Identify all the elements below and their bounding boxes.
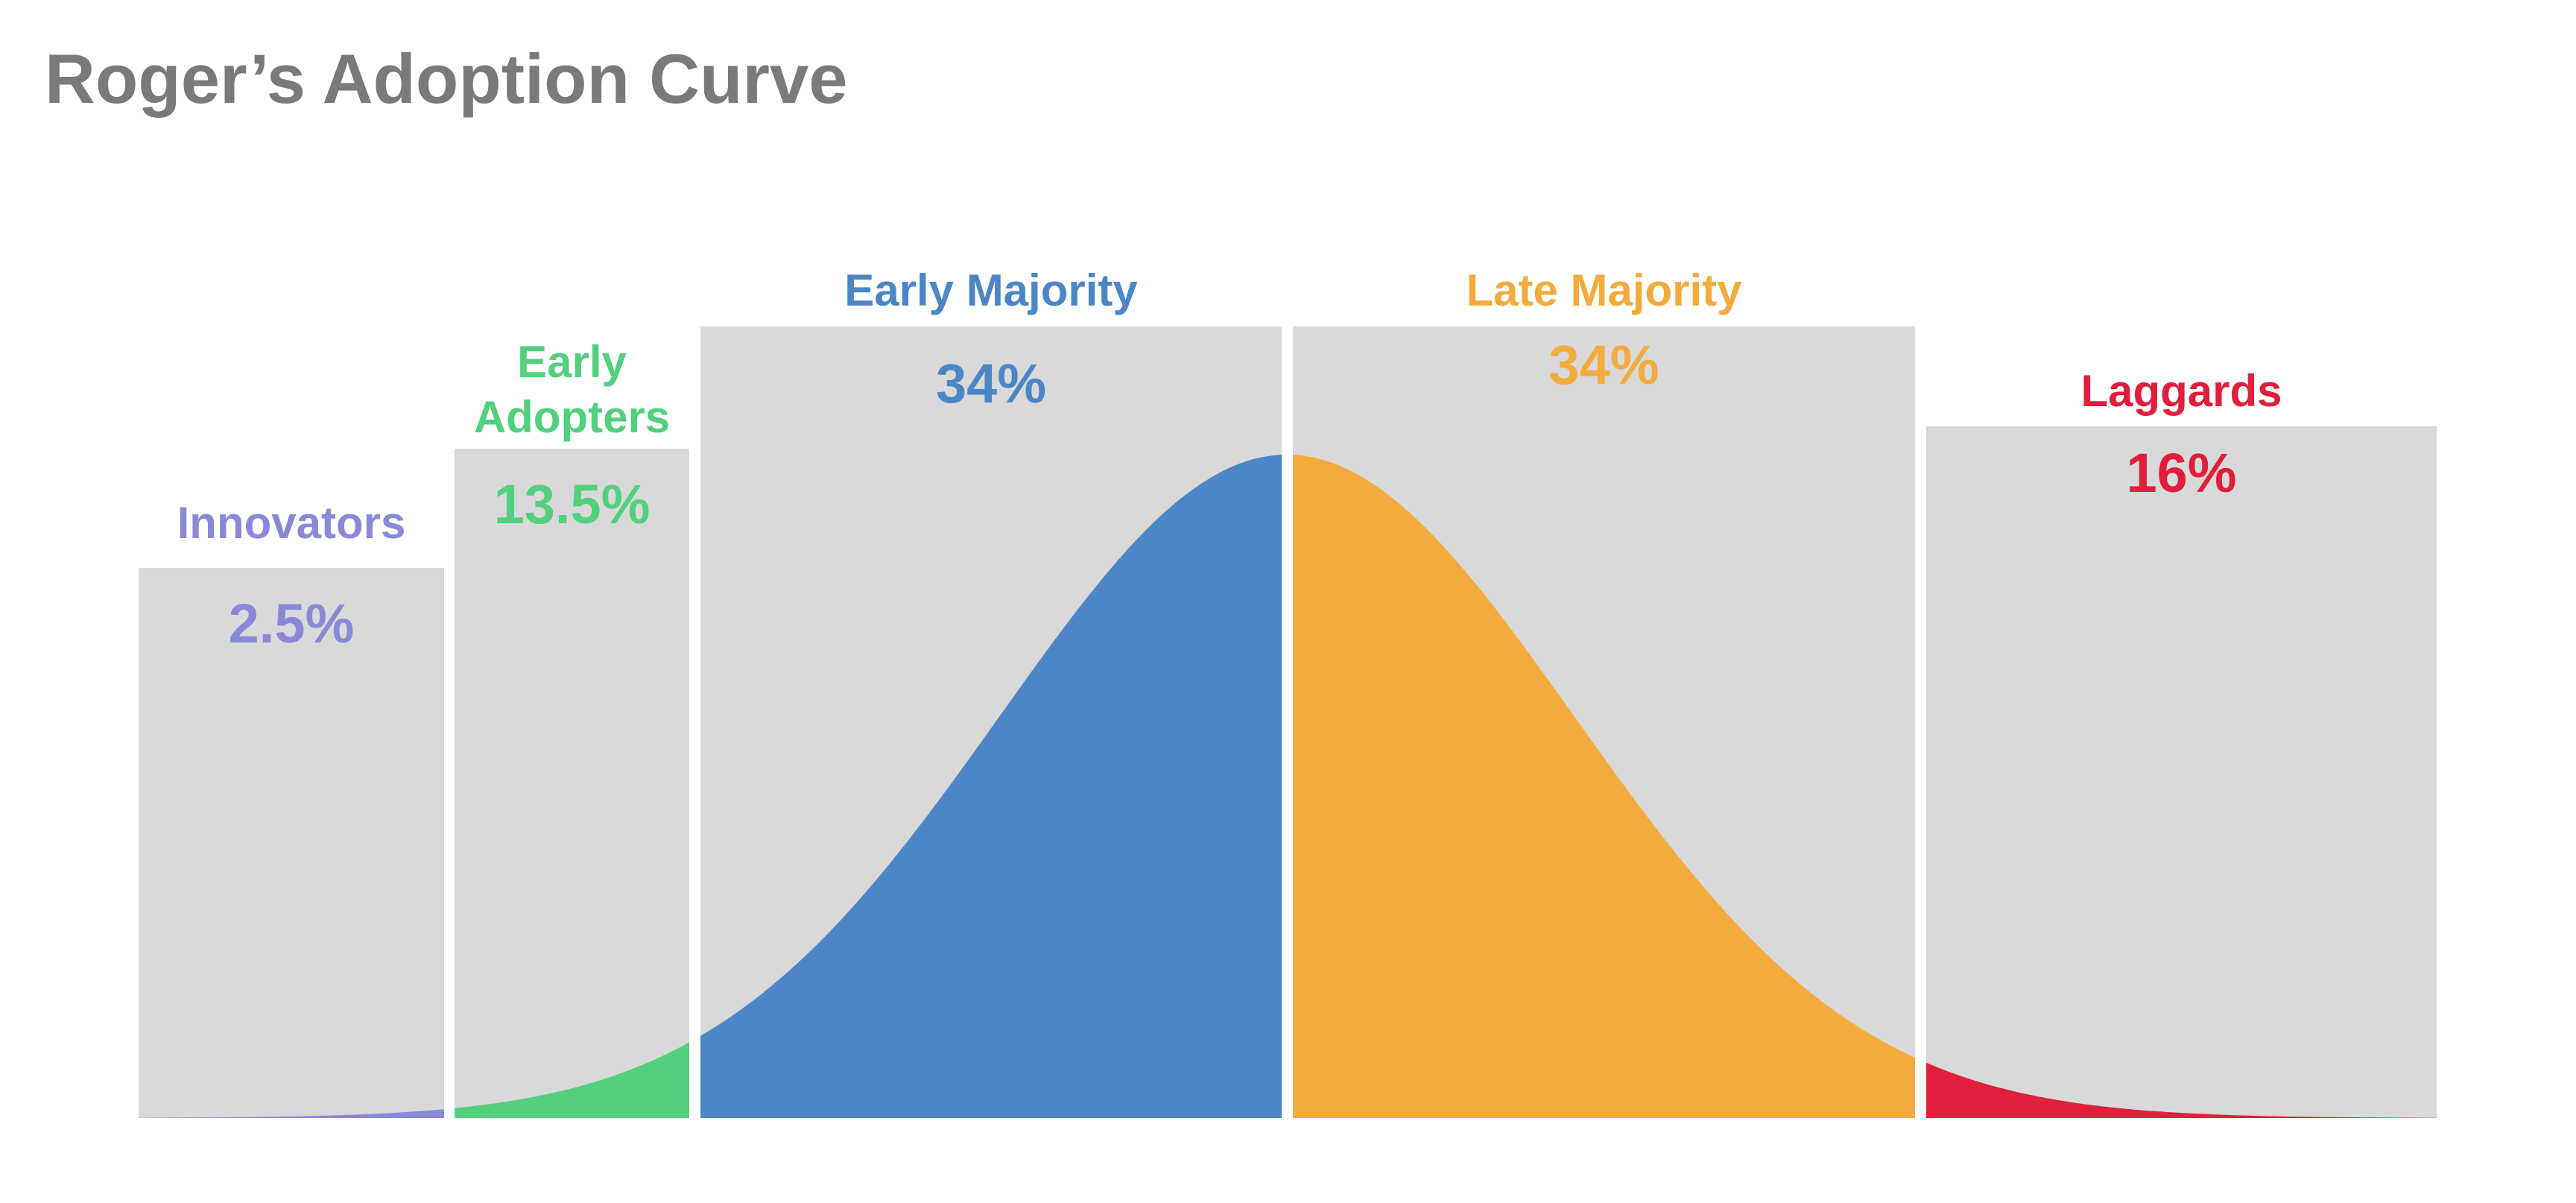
segment-panels [139,326,2437,1118]
area-early-majority [700,455,1282,1118]
panel-laggards [1926,426,2437,1118]
value-laggards: 16% [2126,442,2236,504]
value-late-majority: 34% [1548,334,1659,396]
label-early-majority-line-1: Early Majority [844,265,1138,315]
label-early-adopters-line-2: Adopters [474,392,670,442]
label-early-adopters-line-1: Early [517,337,627,387]
area-innovators [139,1109,444,1118]
value-innovators: 2.5% [229,593,355,654]
label-laggards-line-1: Laggards [2080,366,2282,416]
chart-title: Roger’s Adoption Curve [45,40,848,118]
area-late-majority [1293,455,1915,1118]
panel-early-adopters [455,449,689,1118]
label-innovators-line-1: Innovators [177,498,406,548]
panel-innovators [139,568,444,1118]
value-early-majority: 34% [936,353,1046,414]
curve-areas [139,455,2437,1118]
label-late-majority-line-1: Late Majority [1466,265,1742,315]
area-laggards [1926,1062,2437,1118]
area-early-adopters [455,1042,689,1118]
value-early-adopters: 13.5% [494,473,651,535]
